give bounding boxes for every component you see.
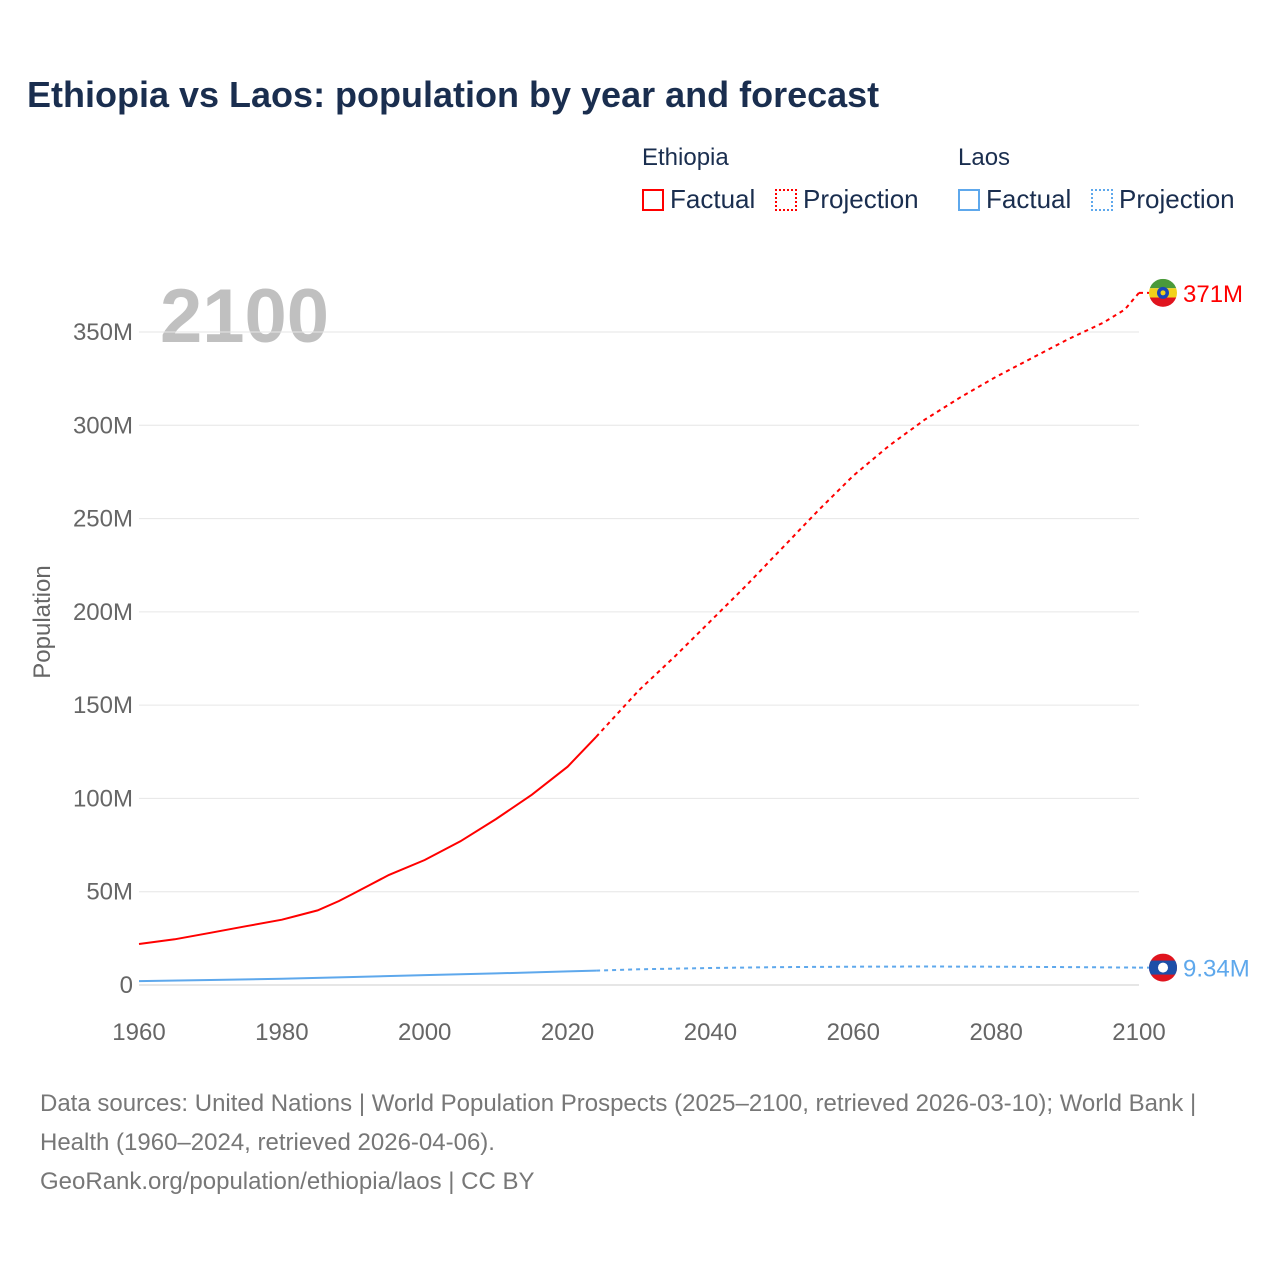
legend-swatch-dotted	[1091, 188, 1113, 211]
laos-end-value-label: 9.34M	[1183, 956, 1250, 983]
legend-laos-factual[interactable]: Factual	[958, 184, 1071, 215]
legend-laos-projection[interactable]: Projection	[1091, 184, 1235, 215]
x-tick-label: 1960	[112, 1019, 165, 1046]
laos-projection-line	[596, 965, 1140, 972]
legend-swatch-dotted	[775, 188, 797, 211]
ethiopia-flag-icon	[1149, 278, 1177, 307]
ethiopia-factual-line	[138, 736, 597, 945]
y-tick-label: 250M	[73, 506, 133, 533]
legend-swatch-solid	[958, 188, 980, 211]
laos-factual-line	[138, 969, 597, 983]
credit-link[interactable]: GeoRank.org/population/ethiopia/laos | C…	[40, 1168, 535, 1195]
y-tick-label: 50M	[86, 879, 133, 906]
legend-label: Factual	[670, 184, 756, 214]
laos-flag-icon	[1149, 953, 1177, 982]
ethiopia-projection-line	[595, 292, 1140, 738]
x-tick-label: 2040	[684, 1019, 737, 1046]
data-sources: Data sources: United Nations | World Pop…	[40, 1090, 1197, 1156]
y-tick-label: 200M	[73, 599, 133, 626]
x-tick-label: 2060	[827, 1019, 880, 1046]
x-tick-label: 2020	[541, 1019, 594, 1046]
y-tick-label: 150M	[73, 692, 133, 719]
chart-title: Ethiopia vs Laos: population by year and…	[27, 74, 880, 115]
legend-group-laos: Laos	[958, 144, 1011, 171]
y-tick-label: 300M	[73, 412, 133, 439]
x-tick-label: 1980	[255, 1019, 308, 1046]
y-axis-label: Population	[29, 565, 56, 678]
legend-ethiopia-projection[interactable]: Projection	[775, 184, 919, 215]
y-tick-label: 350M	[73, 319, 133, 346]
year-watermark: 2100	[160, 274, 329, 359]
plot-area: 2100 0 50M 100M 150M 200M 250M 300M 350M 1960 198…	[29, 274, 1250, 1046]
x-tick-label: 2100	[1112, 1019, 1165, 1046]
legend-swatch-solid	[642, 188, 664, 211]
y-tick-label: 100M	[73, 785, 133, 812]
legend-label: Projection	[1119, 184, 1235, 214]
legend-ethiopia-factual[interactable]: Factual	[642, 184, 755, 215]
legend-label: Projection	[803, 184, 919, 214]
y-tick-label: 0	[120, 972, 133, 999]
x-tick-label: 2080	[969, 1019, 1022, 1046]
legend-label: Factual	[986, 184, 1072, 214]
legend-group-ethiopia: Ethiopia	[642, 144, 729, 171]
ethiopia-end-value-label: 371M	[1183, 281, 1243, 308]
x-tick-label: 2000	[398, 1019, 451, 1046]
